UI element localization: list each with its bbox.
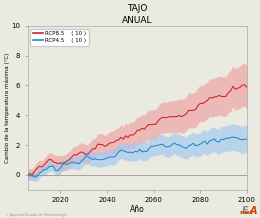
Y-axis label: Cambio de la temperatura máxima (°C): Cambio de la temperatura máxima (°C) (4, 53, 10, 163)
X-axis label: Año: Año (130, 205, 145, 214)
Title: TAJO
ANUAL: TAJO ANUAL (122, 4, 153, 25)
Text: met: met (240, 210, 253, 215)
Text: E: E (242, 206, 248, 216)
Text: © Agencia Estatal de Meteorología: © Agencia Estatal de Meteorología (5, 213, 67, 217)
Legend: RCP8.5    ( 10 ), RCP4.5    ( 10 ): RCP8.5 ( 10 ), RCP4.5 ( 10 ) (30, 29, 89, 46)
Text: A: A (250, 206, 257, 216)
